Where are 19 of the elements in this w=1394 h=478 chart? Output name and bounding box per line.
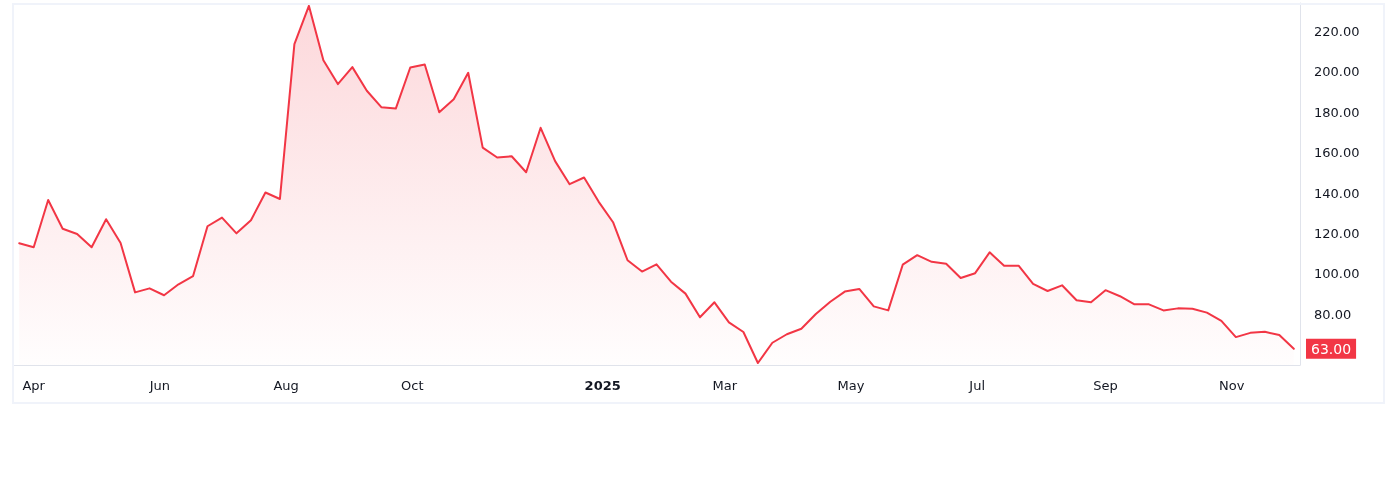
x-tick-label: Jun [148, 378, 171, 393]
y-tick-label: 220.00 [1314, 23, 1360, 39]
x-tick-label: May [837, 378, 865, 393]
y-tick-label: 80.00 [1314, 306, 1352, 322]
y-tick-label: 180.00 [1314, 104, 1360, 120]
annotation: 63.00 [1311, 340, 1352, 357]
x-tick-label: Oct [401, 378, 424, 393]
x-tick-label: Jul [968, 378, 986, 393]
y-tick-label: 200.00 [1314, 64, 1360, 80]
x-tick-label: Apr [22, 378, 46, 393]
x-tick-label: Mar [712, 378, 738, 393]
y-tick-label: 160.00 [1314, 145, 1360, 161]
x-tick-label: Nov [1219, 378, 1245, 393]
x-tick-label: 2025 [584, 378, 621, 393]
y-tick-label: 100.00 [1314, 266, 1360, 282]
x-tick-label: Aug [273, 378, 299, 393]
y-tick-label: 120.00 [1314, 226, 1360, 242]
x-tick-label: Sep [1093, 378, 1118, 393]
y-tick-label: 140.00 [1314, 185, 1360, 201]
